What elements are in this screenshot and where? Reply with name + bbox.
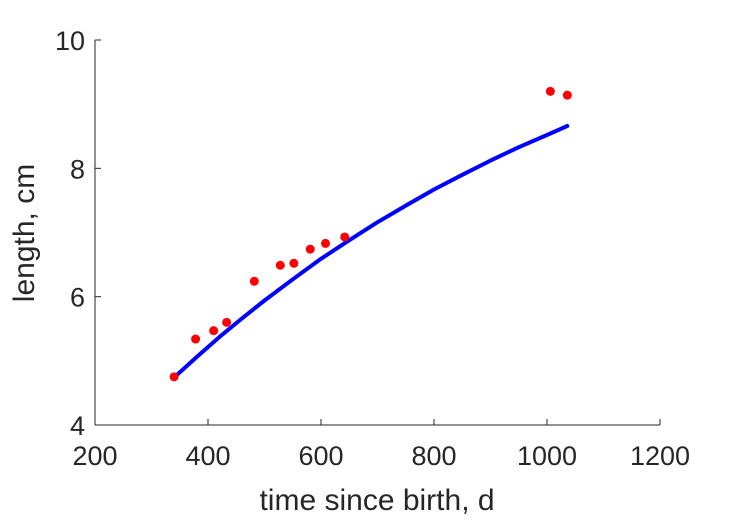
plot-area	[169, 86, 572, 382]
x-tick-label: 400	[185, 441, 230, 471]
y-axis-title: length, cm	[8, 164, 41, 302]
data-point	[321, 238, 331, 248]
x-tick-label: 600	[298, 441, 343, 471]
data-point	[305, 244, 315, 254]
x-axis-title: time since birth, d	[259, 484, 494, 517]
x-tick-label: 1200	[630, 441, 690, 471]
data-point	[562, 90, 572, 100]
y-tick-label: 4	[70, 411, 85, 441]
x-tick-label: 200	[72, 441, 117, 471]
axes: 200 400 600 800 1000 1200 4 6 8 10	[55, 26, 690, 471]
data-point	[545, 86, 555, 96]
data-point	[169, 372, 179, 382]
y-tick-label: 10	[55, 26, 85, 56]
data-point	[249, 276, 259, 286]
data-point	[340, 232, 350, 242]
data-point	[275, 260, 285, 270]
x-tick-label: 800	[411, 441, 456, 471]
data-point	[222, 317, 232, 327]
fit-curve	[172, 124, 570, 380]
data-point	[209, 326, 219, 336]
data-point	[289, 258, 299, 268]
x-tick-label: 1000	[517, 441, 577, 471]
y-tick-label: 8	[70, 154, 85, 184]
data-point	[191, 334, 201, 344]
y-tick-label: 6	[70, 283, 85, 313]
